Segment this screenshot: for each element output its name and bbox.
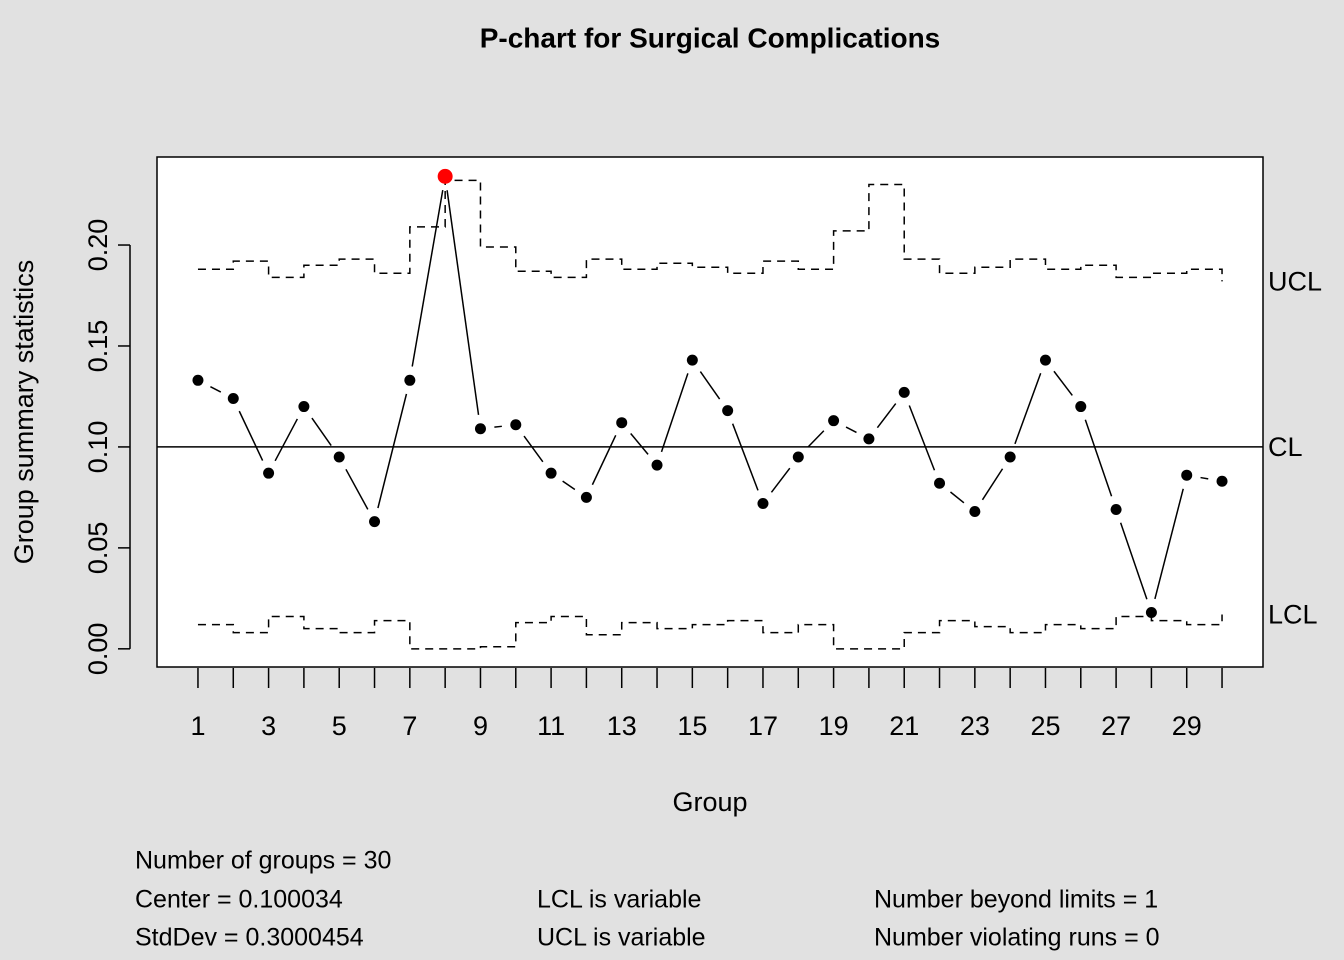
data-segment [949, 491, 965, 504]
data-point [227, 392, 239, 404]
data-segment [699, 371, 721, 400]
data-point [192, 374, 204, 386]
data-segment [1200, 476, 1209, 480]
data-point [333, 451, 345, 463]
data-segment [274, 418, 299, 462]
data-segment [1154, 488, 1184, 600]
stat-text: Number beyond limits = 1 [874, 886, 1158, 914]
stat-text: StdDev = 0.3000454 [135, 924, 364, 952]
data-segment [770, 467, 791, 493]
data-point [474, 423, 486, 435]
data-segment [660, 373, 689, 453]
data-point [1181, 469, 1193, 481]
data-point [651, 459, 663, 471]
x-tick-label: 1 [190, 711, 205, 741]
data-point [298, 401, 310, 413]
limit-label: UCL [1268, 266, 1322, 296]
data-point [616, 417, 628, 429]
data-point [1145, 606, 1157, 618]
data-segment [845, 426, 857, 434]
data-segment [876, 403, 897, 429]
data-segment [523, 435, 544, 463]
x-tick-label: 29 [1172, 711, 1202, 741]
data-point [934, 477, 946, 489]
data-segment [908, 405, 936, 471]
data-segment [807, 430, 825, 448]
data-segment [1053, 370, 1073, 396]
data-point [580, 491, 592, 503]
y-tick-label: 0.05 [83, 522, 113, 575]
data-point [1004, 451, 1016, 463]
data-segment [562, 480, 576, 491]
data-segment [446, 190, 480, 415]
data-point [898, 386, 910, 398]
stat-text: Number of groups = 30 [135, 847, 391, 875]
data-point [1039, 354, 1051, 366]
data-point [792, 451, 804, 463]
x-tick-label: 13 [607, 711, 637, 741]
data-segment [1014, 373, 1042, 445]
x-tick-label: 21 [889, 711, 919, 741]
data-point [863, 433, 875, 445]
data-segment [630, 432, 649, 455]
data-point [545, 467, 557, 479]
x-tick-label: 7 [402, 711, 417, 741]
x-tick-label: 27 [1101, 711, 1131, 741]
data-point [1216, 475, 1228, 487]
x-tick-label: 17 [748, 711, 778, 741]
x-tick-label: 9 [473, 711, 488, 741]
data-segment [238, 410, 264, 461]
data-segment [731, 423, 759, 491]
y-tick-label: 0.20 [83, 219, 113, 272]
data-point [1075, 401, 1087, 413]
stat-text: UCL is variable [537, 924, 706, 952]
stat-text: Number violating runs = 0 [874, 924, 1160, 952]
plot-area [156, 156, 1264, 668]
data-point [757, 497, 769, 509]
limit-label: LCL [1268, 600, 1318, 630]
x-tick-label: 23 [960, 711, 990, 741]
data-point [686, 354, 698, 366]
x-tick-label: 3 [261, 711, 276, 741]
x-axis-label: Group [672, 787, 747, 817]
stat-text: LCL is variable [537, 886, 701, 914]
y-tick-label: 0.00 [83, 623, 113, 676]
data-point [722, 405, 734, 417]
data-point [510, 419, 522, 431]
data-segment [411, 190, 444, 367]
data-segment [1119, 522, 1148, 600]
data-point [263, 467, 275, 479]
data-point [969, 506, 981, 518]
x-tick-label: 19 [819, 711, 849, 741]
data-segment [345, 468, 369, 510]
data-point [369, 516, 381, 528]
data-point [437, 168, 453, 184]
data-point [828, 415, 840, 427]
y-tick-label: 0.10 [83, 421, 113, 474]
data-point [404, 374, 416, 386]
data-segment [494, 425, 502, 428]
data-segment [377, 393, 408, 509]
x-tick-label: 15 [677, 711, 707, 741]
ucl-line [197, 179, 1223, 282]
stat-text: Center = 0.100034 [135, 886, 343, 914]
limit-label: CL [1268, 432, 1303, 462]
x-tick-label: 5 [332, 711, 347, 741]
data-segment [1084, 419, 1113, 497]
data-point [1110, 504, 1122, 516]
data-segment [210, 386, 222, 393]
chart-title: P-chart for Surgical Complications [480, 22, 941, 53]
lcl-line [197, 614, 1223, 650]
data-segment [311, 417, 332, 446]
data-segment [591, 435, 617, 486]
y-tick-label: 0.15 [83, 320, 113, 373]
data-segment [981, 468, 1004, 501]
x-tick-label: 11 [537, 711, 565, 741]
y-axis-label: Group summary statistics [9, 260, 39, 565]
x-tick-label: 25 [1030, 711, 1060, 741]
